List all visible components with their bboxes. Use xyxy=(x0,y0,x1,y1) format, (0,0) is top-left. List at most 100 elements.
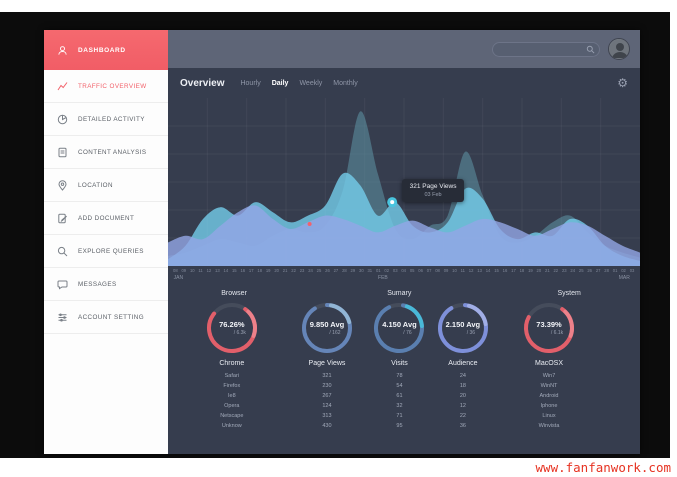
sidebar-item-explore-queries[interactable]: EXPLORE QUERIES xyxy=(44,235,168,268)
axis-day-label: 21 xyxy=(545,268,550,273)
list-item: Winvista xyxy=(538,423,560,429)
list-item: Firefox xyxy=(223,383,241,389)
gauge-sub-value: / 76 xyxy=(403,330,412,336)
axis-day-label: 26 xyxy=(325,268,330,273)
search-icon xyxy=(57,246,68,257)
page-title: Overview xyxy=(180,77,225,89)
gauge-ring xyxy=(301,303,352,353)
list-item: 18 xyxy=(459,383,466,389)
list-item: Unknow xyxy=(221,423,242,429)
list-item: 61 xyxy=(396,393,403,399)
dashboard-window: DASHBOARD TRAFFIC OVERVIEW DETAILED ACTIV… xyxy=(44,30,640,454)
filter-weekly[interactable]: Weekly xyxy=(299,79,323,87)
axis-day-label: 12 xyxy=(206,268,212,273)
sidebar-header-dashboard[interactable]: DASHBOARD xyxy=(44,30,168,70)
gauge-page-views: 9.850 Avg/ 162 xyxy=(300,301,354,355)
stats-group-headers: Browser Sumary System xyxy=(168,290,640,297)
stat-list-visits: 78 54 61 32 71 95 xyxy=(396,371,402,431)
axis-day-label: 20 xyxy=(536,268,542,273)
sidebar-menu: TRAFFIC OVERVIEW DETAILED ACTIVITY CONTENT… xyxy=(44,70,168,334)
axis-day-label: 17 xyxy=(248,268,254,273)
sidebar-item-account-setting[interactable]: ACCOUNT SETTING xyxy=(44,301,168,334)
gauge-text: 2.150 Avg/ 36 xyxy=(436,301,490,355)
axis-day-label: 25 xyxy=(578,268,584,273)
list-item: Safari xyxy=(224,373,239,379)
watermark-text: www.fanfanwork.com xyxy=(535,460,671,475)
axis-day-label: 30 xyxy=(359,268,364,273)
gauge-text: 76.26%/ 6.3k xyxy=(205,301,259,355)
sidebar-item-content-analysis[interactable]: CONTENT ANALYSIS xyxy=(44,136,168,169)
screenshot-frame: DASHBOARD TRAFFIC OVERVIEW DETAILED ACTIV… xyxy=(0,12,670,458)
list-item: 36 xyxy=(459,423,466,429)
stat-list-page-views: 321 230 267 124 313 430 xyxy=(322,371,331,431)
stat-column-audience: 2.150 Avg/ 36 Audience 24 18 20 12 22 36 xyxy=(431,301,494,431)
gauge-sub-value: / 162 xyxy=(329,330,341,336)
search-input[interactable] xyxy=(492,41,600,57)
axis-day-label: 27 xyxy=(595,268,601,273)
list-item: 321 xyxy=(322,373,332,379)
list-item: 12 xyxy=(459,403,466,409)
stats-columns: 76.26%/ 6.3k Chrome Safari Firefox Ie8 Opera N… xyxy=(168,301,640,431)
list-item: 32 xyxy=(396,403,403,409)
sidebar-item-label: ADD DOCUMENT xyxy=(78,214,135,222)
filter-daily[interactable]: Daily xyxy=(271,79,289,87)
sidebar-item-label: LOCATION xyxy=(78,181,113,189)
axis-day-label: 13 xyxy=(215,268,220,273)
sidebar-item-messages[interactable]: MESSAGES xyxy=(44,268,168,301)
gauge-audience: 2.150 Avg/ 36 xyxy=(436,301,490,355)
gauge-text: 73.39%/ 6.1k xyxy=(522,301,576,355)
topbar xyxy=(168,30,640,68)
gear-icon[interactable]: ⚙ xyxy=(617,76,628,90)
filter-hourly[interactable]: Hourly xyxy=(240,79,261,87)
axis-day-label: 15 xyxy=(231,268,237,273)
message-icon xyxy=(57,279,68,290)
avatar[interactable] xyxy=(608,38,630,60)
overview-bar: Overview Hourly Daily Weekly Monthly ⚙ xyxy=(168,68,640,98)
chart-marker-core-0 xyxy=(390,200,395,205)
axis-day-label: 29 xyxy=(350,268,356,273)
settings-list-icon xyxy=(57,312,68,323)
axis-day-label: 11 xyxy=(460,268,465,273)
sidebar: DASHBOARD TRAFFIC OVERVIEW DETAILED ACTIV… xyxy=(44,30,168,454)
axis-day-label: 09 xyxy=(443,268,449,273)
gauge-sub-value: / 36 xyxy=(466,330,476,336)
traffic-area-chart[interactable]: 321 Page Views 03 Feb xyxy=(168,98,640,266)
axis-day-label: 13 xyxy=(477,268,482,273)
stat-name: Chrome xyxy=(219,360,245,367)
axis-day-label: 24 xyxy=(308,268,313,273)
stat-column-chrome: 76.26%/ 6.3k Chrome Safari Firefox Ie8 Opera N… xyxy=(177,301,286,431)
line-chart-icon xyxy=(57,81,68,92)
list-item: Android xyxy=(539,393,559,399)
sidebar-item-detailed-activity[interactable]: DETAILED ACTIVITY xyxy=(44,103,168,136)
axis-day-label: 08 xyxy=(435,268,440,273)
gauge-visits: 4.150 Avg/ 76 xyxy=(372,301,426,355)
sidebar-item-location[interactable]: LOCATION xyxy=(44,169,168,202)
sidebar-item-label: DETAILED ACTIVITY xyxy=(78,115,145,123)
sidebar-item-traffic-overview[interactable]: TRAFFIC OVERVIEW xyxy=(44,70,168,103)
list-item: 24 xyxy=(459,373,466,379)
gauge-ring xyxy=(524,303,574,353)
sidebar-item-add-document[interactable]: ADD DOCUMENT xyxy=(44,202,168,235)
list-item: 124 xyxy=(322,403,332,409)
sidebar-item-label: MESSAGES xyxy=(78,280,117,288)
sidebar-header-label: DASHBOARD xyxy=(78,46,126,54)
axis-day-label: 12 xyxy=(468,268,474,273)
gauge-chrome: 76.26%/ 6.3k xyxy=(205,301,259,355)
filter-monthly[interactable]: Monthly xyxy=(333,79,358,87)
list-item: 78 xyxy=(396,373,403,379)
axis-day-label: 17 xyxy=(511,268,516,273)
stat-list-audience: 24 18 20 12 22 36 xyxy=(460,371,466,431)
gauge-value: 2.150 Avg xyxy=(445,320,481,329)
axis-day-label: 27 xyxy=(333,268,339,273)
list-item: Ie8 xyxy=(227,393,236,399)
axis-day-label: 14 xyxy=(485,268,491,273)
axis-day-label: 11 xyxy=(198,268,203,273)
axis-day-label: 18 xyxy=(519,268,525,273)
axis-day-label: 01 xyxy=(375,268,381,273)
tooltip-value: 321 Page Views xyxy=(409,182,457,190)
list-item: 267 xyxy=(322,393,332,399)
axis-day-label: 04 xyxy=(401,268,407,273)
list-item: 71 xyxy=(396,413,403,419)
list-item: 20 xyxy=(459,393,466,399)
